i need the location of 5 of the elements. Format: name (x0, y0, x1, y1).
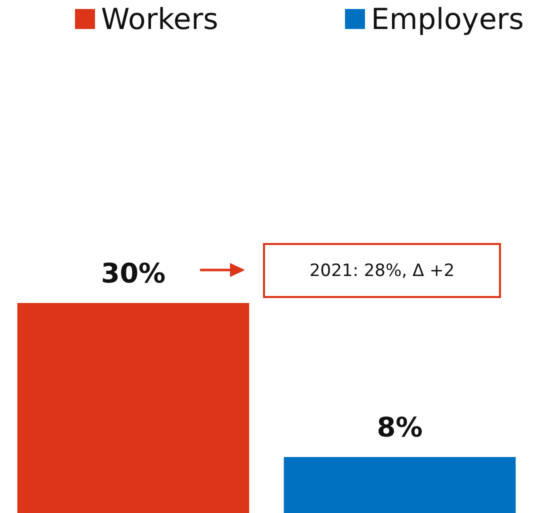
legend-label: Employers (371, 2, 524, 36)
data-label: 8% (376, 412, 423, 444)
legend-label: Workers (101, 2, 218, 36)
text: 2021: 28%, Δ +2 (263, 243, 501, 298)
data-label: 30% (100, 258, 166, 290)
